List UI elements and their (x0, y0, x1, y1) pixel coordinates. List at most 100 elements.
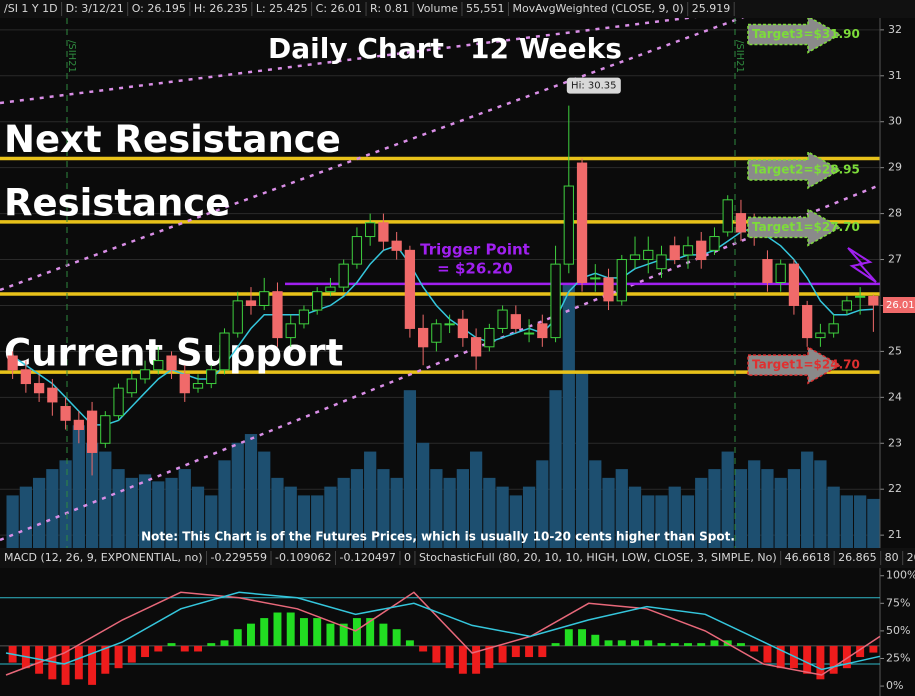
histogram-bar (816, 645, 825, 680)
histogram-bar (564, 629, 573, 646)
volume-bar (443, 477, 456, 548)
histogram-bar (233, 629, 242, 646)
histogram-bar (167, 643, 176, 646)
lightning-icon (847, 247, 877, 283)
candle-body (696, 240, 707, 261)
candle-body (576, 162, 588, 283)
volume-bar (708, 469, 721, 548)
histogram-bar (710, 640, 719, 646)
candle-body (470, 337, 482, 357)
histogram-bar (670, 643, 679, 646)
volume-bar (695, 477, 708, 548)
target-label: Target2=$28.95 (752, 162, 860, 176)
volume-bar (628, 486, 642, 548)
candle-body (312, 291, 323, 311)
header-item: R: 0.81 (370, 2, 409, 15)
header-bar (0, 0, 915, 18)
volume-bar (337, 477, 350, 548)
candle-body (497, 309, 508, 329)
volume-bar (125, 477, 138, 548)
histogram-bar (366, 618, 375, 646)
candle-body (100, 415, 111, 444)
target-arrow (747, 150, 842, 190)
volume-bar (787, 469, 801, 548)
level-label: Resistance (4, 181, 230, 224)
candle-body (113, 387, 124, 417)
candle-body (735, 213, 747, 233)
candle-body (192, 383, 204, 389)
histogram-bar (776, 645, 785, 669)
target-label: Target3=$31.90 (752, 27, 860, 41)
candle-body (643, 249, 654, 261)
volume-bar (840, 495, 854, 548)
last-price-label: 26.01 (886, 300, 915, 311)
y-tick-label: 25 (888, 344, 902, 357)
histogram-bar (326, 623, 335, 646)
candle-body (855, 295, 866, 298)
volume-bar (602, 477, 615, 548)
volume-bar (324, 486, 337, 548)
histogram-bar (194, 645, 202, 652)
histogram-bar (829, 645, 838, 674)
histogram-bar (88, 645, 97, 685)
histogram-bar (856, 645, 865, 658)
candle-body (616, 259, 627, 302)
histogram-bar (684, 643, 692, 646)
histogram-bar (61, 645, 70, 685)
trigger-label: = $26.20 (437, 259, 513, 277)
histogram-bar (419, 645, 428, 652)
candle-body (656, 254, 667, 270)
candle-body (523, 332, 535, 335)
histogram-bar (750, 645, 759, 652)
candle-body (391, 240, 402, 251)
volume-bar (390, 477, 403, 548)
volume-bar (801, 451, 814, 548)
candle-body (166, 355, 177, 371)
indicator-header-item: 26.865 (838, 551, 877, 564)
last-price-box (883, 297, 915, 314)
histogram-bar (458, 645, 467, 674)
candle-body (179, 373, 190, 394)
trend-line (0, 10, 736, 105)
y-tick-label: 32 (888, 23, 902, 36)
histogram-bar (207, 643, 216, 646)
candle-body (86, 410, 98, 453)
target-label: Target1=$24.70 (752, 358, 860, 372)
volume-bar (417, 442, 430, 548)
volume-bar (854, 495, 867, 548)
volume-bar (258, 451, 271, 548)
candle-body (868, 296, 879, 306)
target-arrow (747, 208, 842, 247)
candle-body (153, 360, 164, 371)
histogram-bar (644, 640, 653, 646)
hi-label: Hi: 30.35 (571, 81, 616, 92)
histogram-bar (617, 640, 626, 646)
volume-bar (721, 451, 734, 548)
volume-bar (284, 486, 297, 548)
volume-bar (867, 498, 880, 548)
candle-body (550, 263, 561, 339)
histogram-bar (538, 645, 547, 658)
y-tick-label: 30 (888, 115, 902, 128)
candle-body (537, 323, 548, 339)
histogram-bar (445, 645, 454, 669)
y-tick-label: 25% (886, 651, 910, 664)
volume-bar (642, 495, 655, 548)
y-tick-label: 100% (886, 569, 915, 582)
header-item: L: 25.425 (256, 2, 308, 15)
volume-bar (205, 495, 218, 548)
candle-body (444, 323, 455, 326)
level-label: Next Resistance (4, 118, 341, 161)
histogram-bar (578, 629, 587, 646)
indicator-header-item: -0.229559 (211, 551, 267, 564)
candle-body (404, 249, 416, 329)
histogram-bar (180, 645, 189, 652)
indicator-header-item: MACD (12, 26, 9, EXPONENTIAL, no) (4, 551, 203, 564)
volume-bar (615, 469, 628, 548)
histogram-bar (154, 645, 163, 652)
volume-bar (827, 486, 840, 548)
candle-body (722, 199, 733, 233)
histogram-bar (313, 618, 322, 646)
candle-body (828, 323, 839, 334)
